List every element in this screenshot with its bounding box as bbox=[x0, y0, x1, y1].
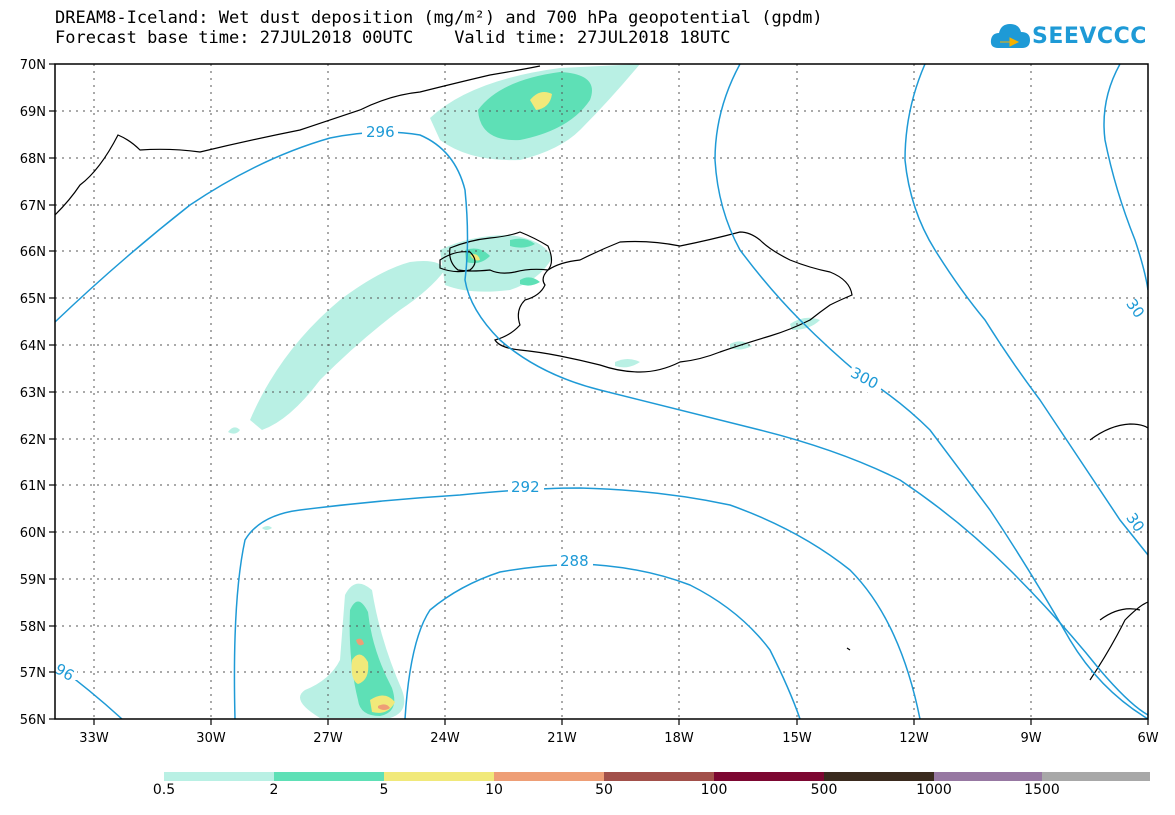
lon-label: 9W bbox=[1020, 731, 1041, 746]
contour-label-296: 296 bbox=[366, 123, 395, 141]
lon-label: 15W bbox=[782, 731, 812, 746]
lat-label: 68N bbox=[20, 152, 46, 167]
lat-label: 61N bbox=[20, 479, 46, 494]
legend-label: 1000 bbox=[916, 782, 952, 798]
axis-ticks bbox=[49, 63, 1149, 725]
lat-label: 65N bbox=[20, 292, 46, 307]
lon-label: 21W bbox=[547, 731, 577, 746]
lon-label: 30W bbox=[196, 731, 226, 746]
logo-text: SEEVCCC bbox=[1032, 24, 1147, 49]
longitude-labels: 33W 30W 27W 24W 21W 18W 15W 12W 9W 6W bbox=[79, 731, 1158, 746]
legend-label: 50 bbox=[595, 782, 613, 798]
lat-label: 69N bbox=[20, 105, 46, 120]
legend-label: 10 bbox=[485, 782, 503, 798]
lon-label: 6W bbox=[1137, 731, 1158, 746]
contour-label-30-upper: 30 bbox=[1122, 295, 1148, 321]
legend-label: 100 bbox=[700, 782, 728, 798]
contour-label-292: 292 bbox=[511, 478, 540, 496]
valid-time: Valid time: 27JUL2018 18UTC bbox=[454, 28, 731, 48]
legend-swatch bbox=[604, 772, 714, 781]
dust-deposition-shading bbox=[228, 64, 820, 718]
forecast-base-time: Forecast base time: 27JUL2018 00UTC bbox=[55, 28, 414, 48]
contour-labels: 296 300 292 288 96 30 30 bbox=[52, 122, 1148, 685]
coastlines bbox=[55, 65, 1148, 681]
lat-label: 60N bbox=[20, 526, 46, 541]
lon-label: 24W bbox=[430, 731, 460, 746]
legend-swatch bbox=[384, 772, 494, 781]
lat-label: 66N bbox=[20, 245, 46, 260]
legend-label: 5 bbox=[379, 782, 389, 798]
legend-swatch bbox=[494, 772, 604, 781]
seevccc-logo: SEEVCCC bbox=[990, 18, 1150, 60]
legend-swatch bbox=[274, 772, 384, 781]
lat-label: 58N bbox=[20, 620, 46, 635]
lat-label: 57N bbox=[20, 666, 46, 681]
chart-title: DREAM8-Iceland: Wet dust deposition (mg/… bbox=[55, 8, 823, 28]
lon-label: 18W bbox=[664, 731, 694, 746]
lat-label: 70N bbox=[20, 58, 46, 73]
lat-label: 62N bbox=[20, 433, 46, 448]
cloud-logo-icon bbox=[990, 24, 1030, 48]
legend-label: 500 bbox=[810, 782, 838, 798]
legend-swatch bbox=[164, 772, 274, 781]
lat-label: 64N bbox=[20, 339, 46, 354]
legend-swatch bbox=[714, 772, 824, 781]
lon-label: 12W bbox=[899, 731, 929, 746]
chart-subtitle: Forecast base time: 27JUL2018 00UTC Vali… bbox=[55, 28, 731, 48]
legend-swatch bbox=[824, 772, 934, 781]
latitude-labels: 70N 69N 68N 67N 66N 65N 64N 63N 62N 61N … bbox=[20, 58, 46, 728]
legend-label: 1500 bbox=[1024, 782, 1060, 798]
contour-label-296-left: 96 bbox=[52, 660, 78, 685]
lon-label: 33W bbox=[79, 731, 109, 746]
legend-label: 2 bbox=[269, 782, 279, 798]
lat-label: 63N bbox=[20, 386, 46, 401]
lon-label: 27W bbox=[313, 731, 343, 746]
lat-label: 67N bbox=[20, 199, 46, 214]
contour-label-288: 288 bbox=[560, 552, 589, 570]
legend-label: 0.5 bbox=[152, 782, 176, 798]
lat-label: 56N bbox=[20, 713, 46, 728]
map-grid bbox=[55, 64, 1148, 719]
lat-label: 59N bbox=[20, 573, 46, 588]
legend-swatch bbox=[1042, 772, 1150, 781]
legend-swatch bbox=[934, 772, 1042, 781]
